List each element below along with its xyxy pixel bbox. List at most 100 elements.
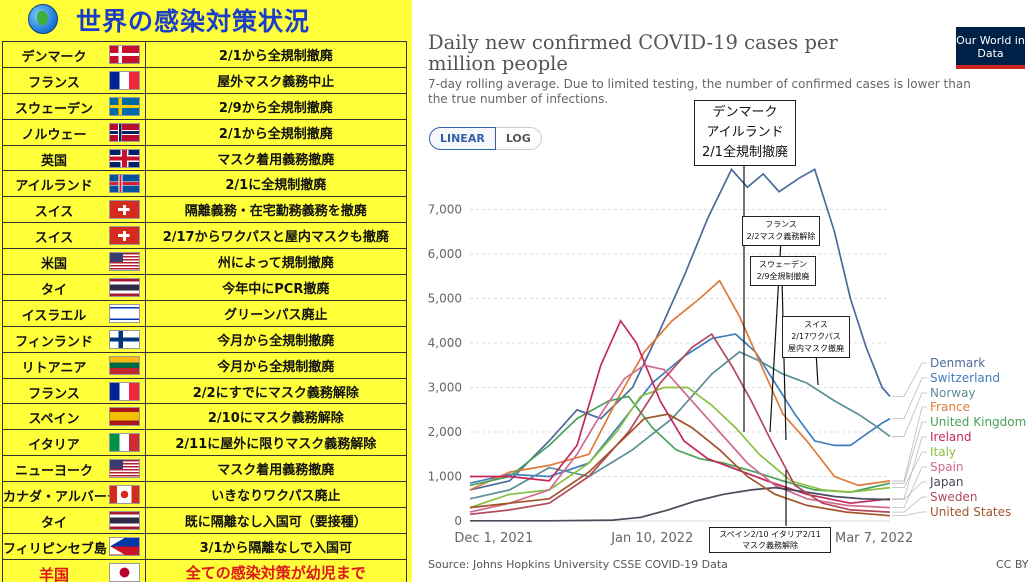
series-line [469, 395, 891, 493]
license-label[interactable]: CC BY [996, 558, 1029, 571]
france-flag-icon [108, 381, 140, 401]
legend-connector [892, 392, 927, 437]
switzerland-flag-icon [108, 226, 140, 246]
annotation-line: マスク義務解除 [742, 541, 798, 550]
table-row: 米国 州によって規制撤廃 [2, 248, 408, 276]
table-row: フランス 屋外マスク義務中止 [2, 66, 408, 94]
x-tick-label: Dec 1, 2021 [454, 531, 533, 546]
usa-flag-icon [108, 252, 140, 272]
country-cell: スイス [2, 222, 146, 250]
table-row: イタリア 2/11に屋外に限りマスク義務解除 [2, 429, 408, 457]
policy-title: 世界の感染対策状況 [76, 7, 311, 36]
legend-connector [892, 511, 927, 517]
table-row: フランス 2/2にすでにマスク義務解除 [2, 377, 408, 405]
table-row: ノルウェー 2/1から全規制撤廃 [2, 118, 408, 146]
country-cell: スイス [2, 196, 146, 224]
y-tick-label: 5,000 [428, 292, 462, 306]
thailand-flag-icon [108, 511, 140, 531]
country-cell: イスラエル [2, 299, 146, 327]
italy-flag-icon [108, 433, 140, 453]
denmark-flag-icon [108, 45, 140, 64]
measure-cell: 2/11に屋外に限りマスク義務解除 [144, 429, 408, 457]
legend-connector [892, 362, 927, 397]
japan-flag-icon [108, 562, 140, 582]
country-cell: フランス [2, 66, 146, 94]
chart-panel: Daily new confirmed COVID-19 cases per m… [412, 0, 1033, 582]
measure-cell: 2/9から全規制撤廃 [144, 92, 408, 120]
annotation-spain-italy: スペイン2/10 イタリア2/11 マスク義務解除 [709, 527, 831, 553]
france-flag-icon [108, 70, 140, 90]
country-cell: 羊国 [2, 558, 146, 582]
legend-connector [892, 451, 927, 489]
table-row: スイス 2/17からワクパスと屋内マスクも撤廃 [2, 222, 408, 250]
table-row: タイ 既に隔離なし入国可（要接種） [2, 507, 408, 534]
country-cell: スペイン [2, 403, 146, 431]
country-name: イタリア [28, 438, 80, 454]
norway-flag-icon [108, 122, 140, 142]
chart-subtitle: 7-day rolling average. Due to limited te… [428, 77, 971, 106]
country-cell: スウェーデン [2, 92, 146, 120]
country-cell: フィンランド [2, 325, 146, 353]
country-name: タイ [40, 283, 67, 299]
measure-cell: 今月から全規制撤廃 [144, 351, 408, 379]
measure-cell: グリーンパス廃止 [144, 299, 408, 327]
table-row: リトアニア 今月から全規制撤廃 [2, 351, 408, 379]
source-note[interactable]: Source: Johns Hopkins University CSSE CO… [428, 558, 728, 571]
country-cell: フランス [2, 377, 146, 405]
table-row: フィリピンセブ島 3/1から隔離なしで入国可 [2, 532, 408, 560]
measure-cell: いきなりワクパス廃止 [144, 481, 408, 509]
table-row: デンマーク 2/1から全規制撤廃 [2, 41, 408, 68]
legend-label: United States [930, 505, 1011, 519]
table-row: 羊国 全ての感染対策が幼児まで [2, 558, 408, 582]
country-name: フランス [28, 386, 80, 402]
y-tick-label: 2,000 [428, 425, 462, 439]
country-cell: ノルウェー [2, 118, 146, 146]
x-tick-label: Jan 10, 2022 [610, 531, 693, 546]
country-cell: イタリア [2, 429, 146, 457]
log-scale-button[interactable]: LOG [495, 127, 542, 150]
lithuania-flag-icon [108, 355, 140, 375]
country-name: タイ [40, 516, 67, 532]
usa-flag-icon [108, 459, 140, 479]
scale-toggle: LINEAR LOG [429, 127, 542, 150]
table-row: スイス 隔離義務・在宅勤務義務を撤廃 [2, 196, 408, 224]
philippines-flag-icon [108, 536, 140, 556]
israel-flag-icon [108, 303, 140, 323]
measure-cell: 既に隔離なし入国可（要接種） [144, 507, 408, 534]
table-row: アイルランド 2/1に全規制撤廃 [2, 170, 408, 198]
measure-cell: 今年中にPCR撤廃 [144, 274, 408, 301]
country-name: フィンランド [15, 334, 93, 350]
country-name: スイス [34, 205, 74, 221]
legend-connector [892, 421, 927, 484]
legend-label: Norway [930, 386, 976, 400]
country-name: イスラエル [21, 308, 87, 324]
country-cell: カナダ・アルバータ州 [2, 481, 146, 509]
canada-flag-icon [108, 485, 140, 505]
x-tick-label: Mar 7, 2022 [835, 531, 913, 546]
annotation-line: スウェーデン [759, 260, 807, 269]
annotation-line: 2/9全規制撤廃 [756, 272, 810, 281]
series-line [469, 332, 891, 516]
owid-logo[interactable]: Our World in Data [956, 27, 1025, 69]
series-line [469, 350, 891, 500]
country-name: スウェーデン [14, 101, 93, 117]
globe-icon [28, 4, 58, 34]
country-cell: デンマーク [2, 41, 146, 68]
country-name: フランス [28, 75, 80, 91]
country-cell: タイ [2, 274, 146, 301]
spain-flag-icon [108, 407, 140, 427]
legend-connector [892, 496, 927, 513]
country-name: スイス [34, 231, 74, 247]
annotation-line: デンマーク [712, 105, 778, 120]
measure-cell: 2/1から全規制撤廃 [144, 41, 408, 68]
country-name: スペイン [28, 412, 80, 428]
linear-scale-button[interactable]: LINEAR [429, 127, 496, 150]
finland-flag-icon [108, 329, 140, 349]
annotation-france: フランス 2/2マスク義務解除 [742, 216, 820, 246]
annotation-switzerland: スイス 2/17ワクパス 屋内マスク撤廃 [782, 316, 850, 358]
measure-cell: 2/1に全規制撤廃 [144, 170, 408, 198]
measure-cell: 2/2にすでにマスク義務解除 [144, 377, 408, 405]
series-line [469, 413, 891, 517]
legend-label: Sweden [930, 490, 977, 504]
country-name: カナダ・アルバータ州 [3, 490, 133, 506]
